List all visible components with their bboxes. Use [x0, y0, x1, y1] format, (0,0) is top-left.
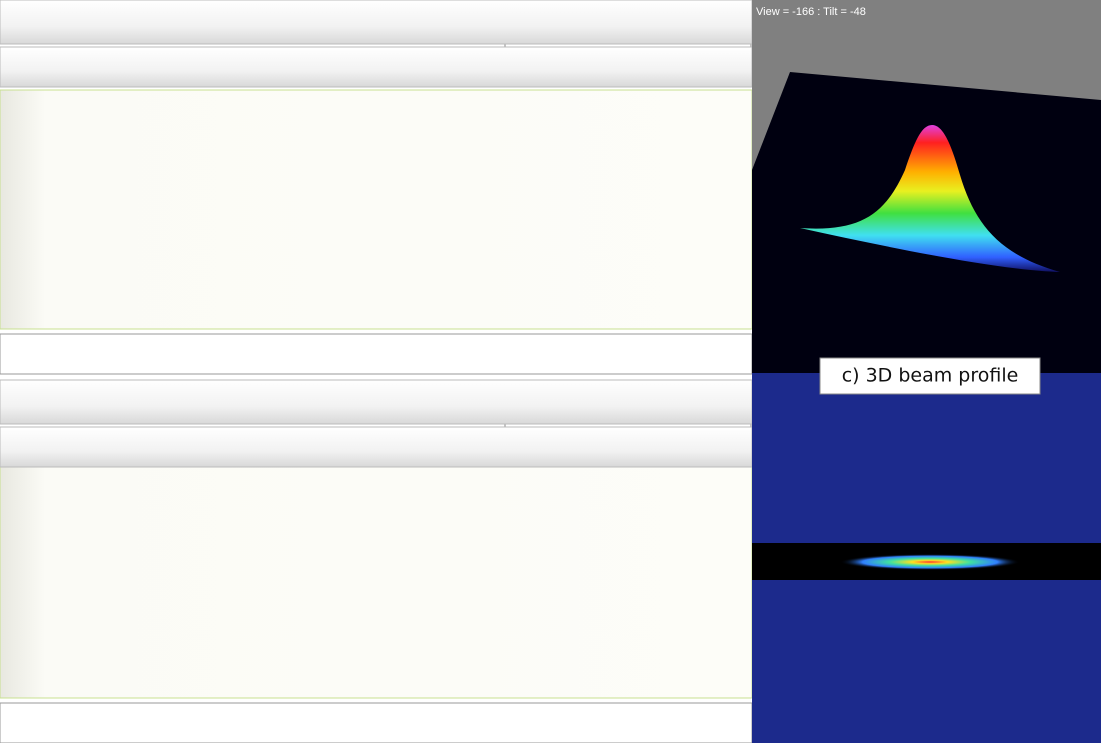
header-row: [0, 427, 752, 467]
plot-area: [0, 90, 752, 329]
header-row: [0, 380, 752, 424]
status-area: [0, 334, 752, 374]
header-row: [0, 0, 752, 44]
caption: c) 3D beam profile: [842, 365, 1019, 387]
beam-profiler-screen: SLIT 32:ADC 1.8:SCRN 11.4 = 45.2 dBADC o…: [0, 0, 1101, 743]
plot-area: [0, 460, 752, 698]
status-area: [0, 703, 752, 743]
beam-spot: [840, 554, 1020, 570]
view-label: View = -166 : Tilt = -48: [756, 6, 866, 18]
header-row: [0, 47, 752, 87]
